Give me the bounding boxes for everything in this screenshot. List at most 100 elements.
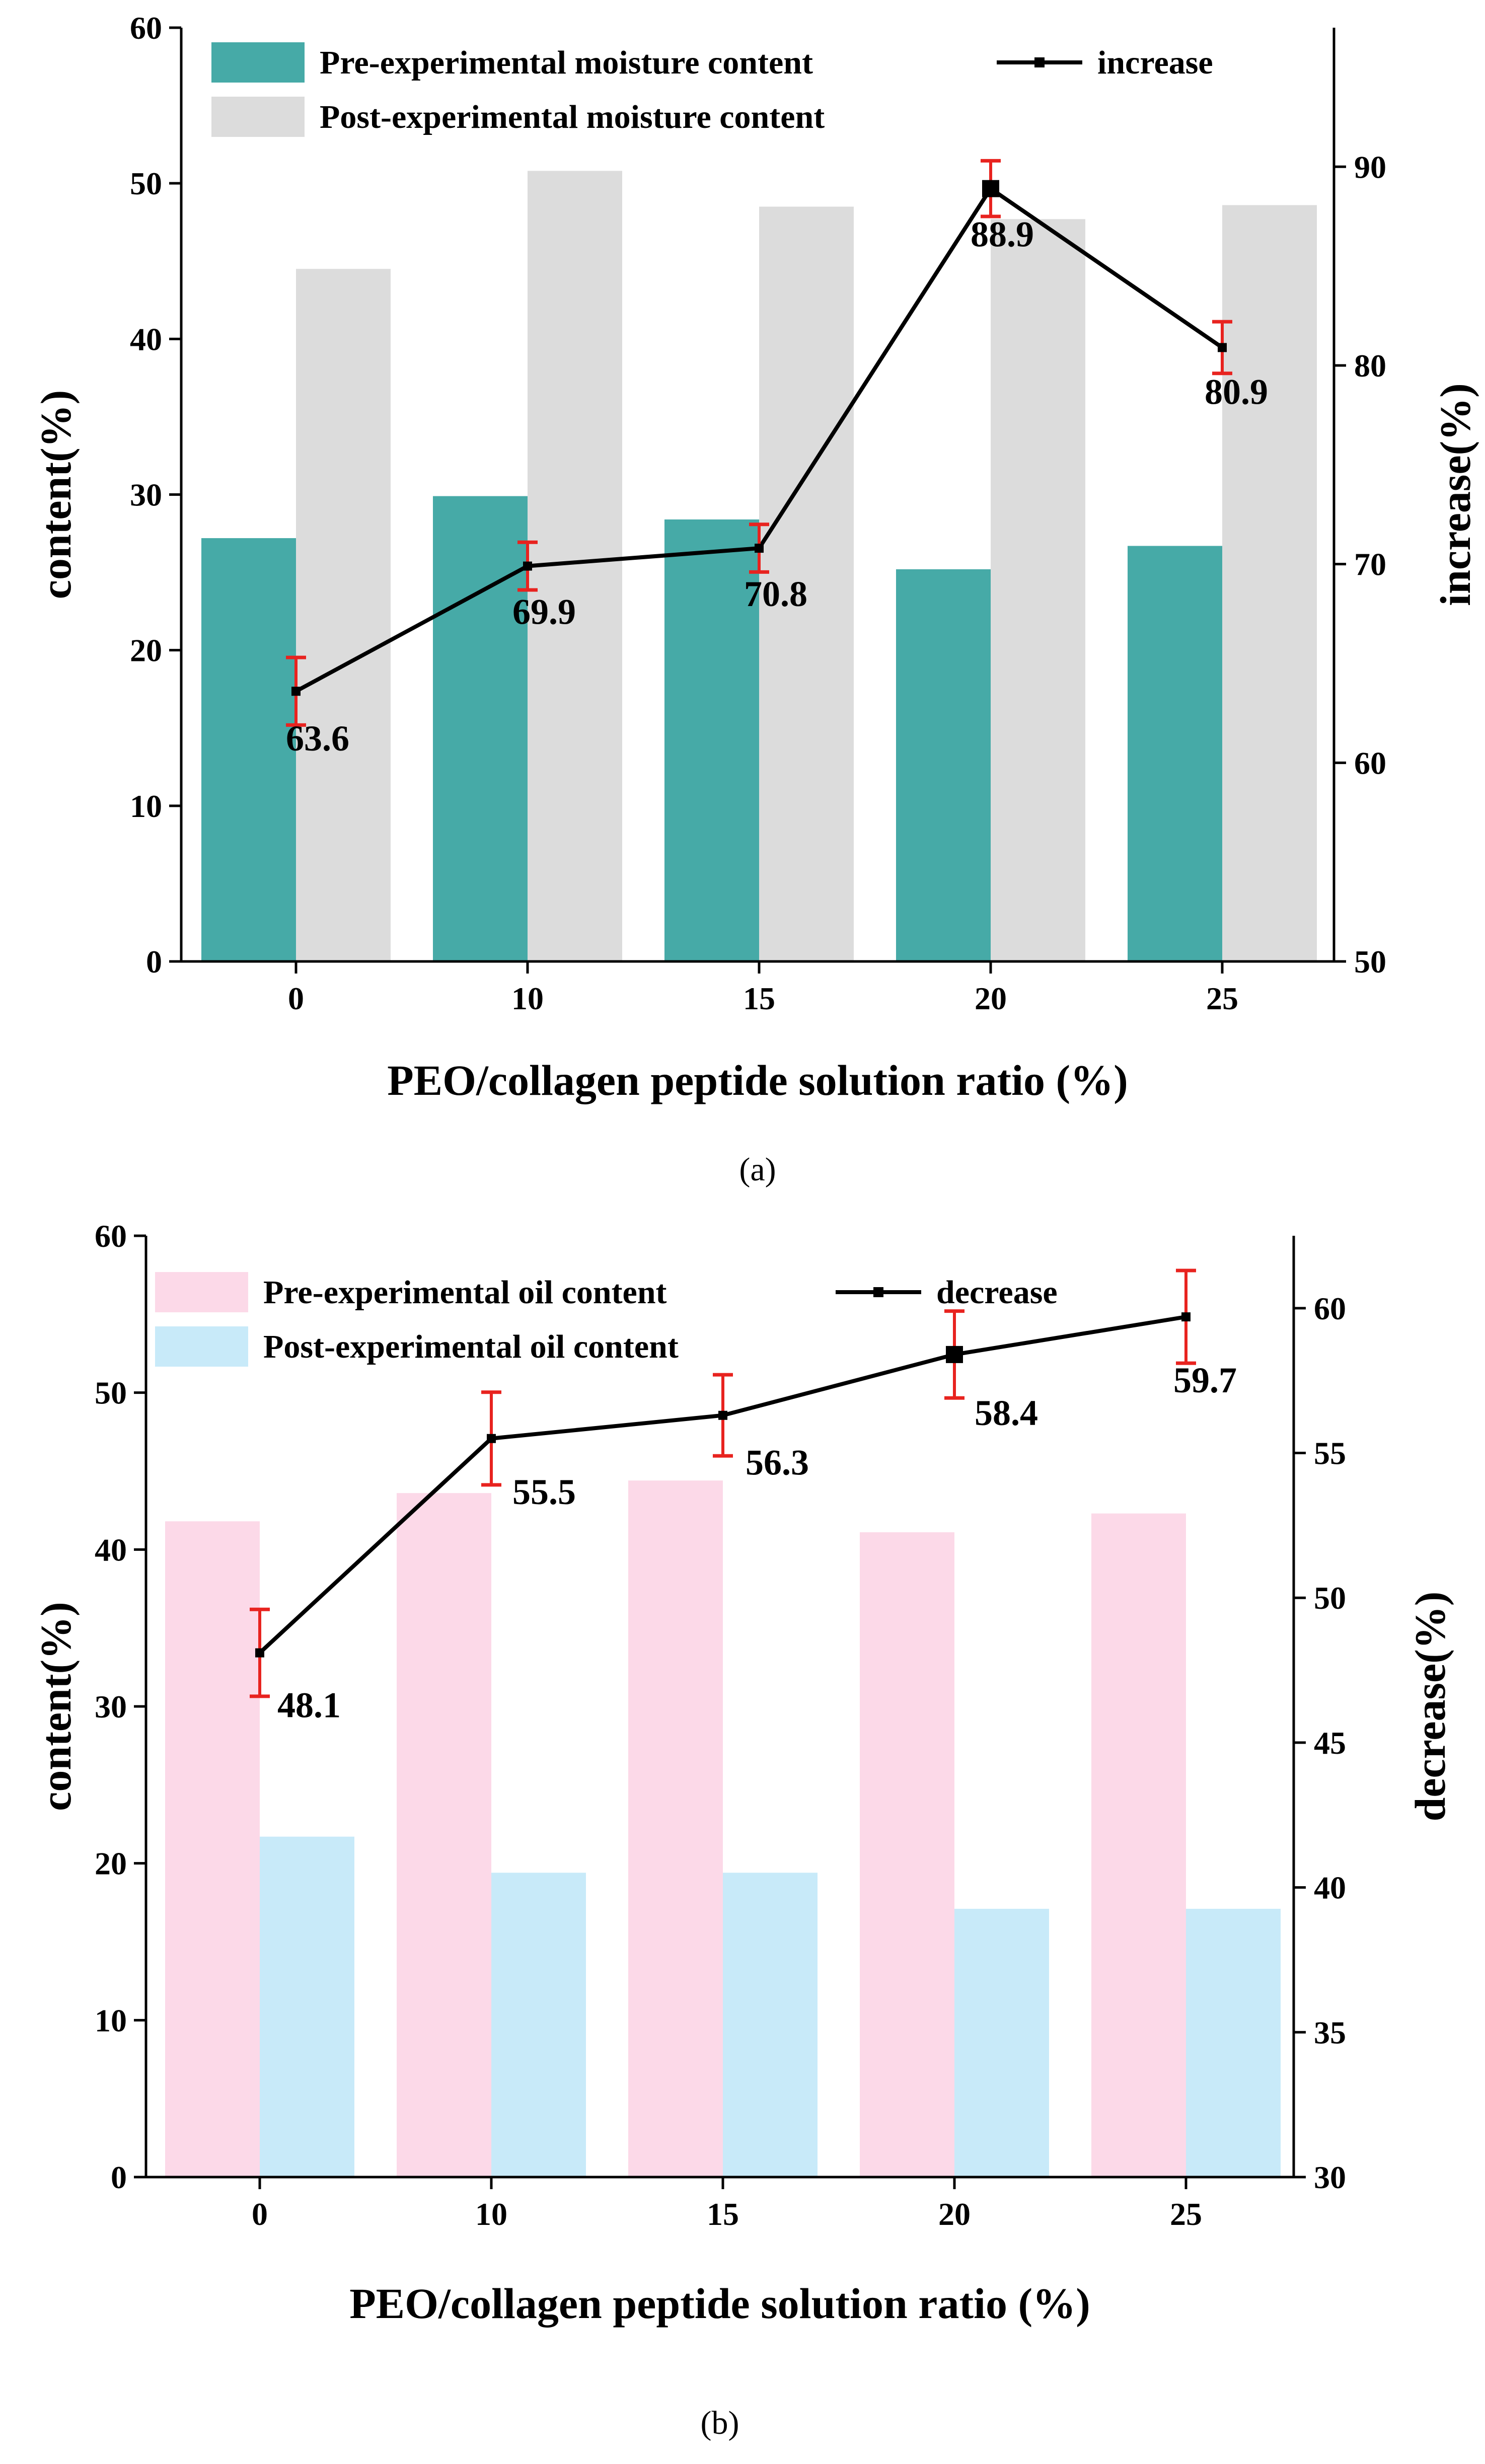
x-tick-label: 15	[707, 2196, 739, 2232]
bar-pre-0	[201, 538, 296, 961]
y-tick-label-right: 30	[1314, 2159, 1346, 2195]
line-point-20	[982, 180, 999, 197]
x-tick-label: 15	[743, 981, 775, 1016]
legend-label-pre: Pre-experimental moisture content	[320, 44, 813, 81]
data-label: 63.6	[286, 718, 349, 759]
bar-pre-10	[397, 1493, 491, 2177]
line-point-25	[1181, 1312, 1191, 1322]
y-tick-label-left: 0	[146, 944, 162, 980]
chart-panel-b: 0 10 20 30 40 50 60 30 35 40 45 50 55 60 0 10 15 20 25 PEO/…	[32, 1218, 1454, 2441]
y-tick-label-left: 10	[130, 788, 162, 824]
data-label: 69.9	[512, 592, 576, 632]
line-point-10	[487, 1434, 496, 1443]
y-tick-label-left: 30	[130, 477, 162, 513]
data-label: 56.3	[746, 1443, 809, 1483]
bar-pre-15	[664, 519, 759, 961]
x-tick-label: 10	[511, 981, 544, 1016]
bar-pre-25	[1091, 1513, 1186, 2177]
y-tick-label-left: 20	[130, 633, 162, 668]
legend-label-post: Post-experimental oil content	[263, 1328, 679, 1365]
data-label: 58.4	[975, 1393, 1038, 1433]
bar-post-20	[954, 1909, 1049, 2177]
y-axis-title-right: decrease(%)	[1406, 1592, 1454, 1822]
legend: Pre-experimental moisture content Post-ex…	[211, 42, 1213, 137]
y-tick-label-left: 60	[95, 1218, 127, 1254]
y-axis-title-right: increase(%)	[1431, 383, 1479, 606]
y-tick-label-right: 60	[1314, 1291, 1346, 1326]
x-tick-label: 10	[475, 2196, 507, 2232]
y-tick-label-right: 50	[1314, 1580, 1346, 1616]
bar-post-25	[1186, 1909, 1281, 2177]
data-label: 48.1	[277, 1685, 341, 1726]
y-tick-label-right: 90	[1354, 149, 1386, 185]
x-tick-label: 0	[252, 2196, 268, 2232]
y-tick-label-left: 20	[95, 1846, 127, 1882]
line-point-15	[755, 544, 764, 553]
data-label: 55.5	[512, 1472, 576, 1512]
data-label: 59.7	[1173, 1360, 1237, 1400]
x-axis-title: PEO/collagen peptide solution ratio (%)	[387, 1056, 1128, 1104]
line-point-0	[291, 687, 301, 696]
legend-line-marker	[873, 1287, 883, 1297]
legend-label-post: Post-experimental moisture content	[320, 99, 825, 135]
x-axis-title: PEO/collagen peptide solution ratio (%)	[349, 2279, 1090, 2328]
legend-swatch-post	[211, 97, 305, 137]
y-tick-label-left: 30	[95, 1689, 127, 1725]
line-point-20	[946, 1346, 963, 1363]
bar-post-20	[991, 219, 1085, 961]
bar-post-0	[296, 269, 391, 962]
y-tick-label-left: 40	[95, 1532, 127, 1567]
y-tick-label-right: 35	[1314, 2014, 1346, 2050]
bar-post-10	[491, 1873, 586, 2177]
y-tick-label-left: 50	[95, 1375, 127, 1411]
bar-pre-25	[1128, 546, 1222, 961]
legend-label-line: increase	[1097, 44, 1213, 81]
data-label: 70.8	[744, 574, 807, 614]
legend-label-pre: Pre-experimental oil content	[263, 1274, 667, 1311]
line-point-15	[718, 1410, 727, 1420]
x-tick-label: 0	[288, 981, 304, 1016]
y-tick-label-right: 70	[1354, 547, 1386, 582]
y-tick-label-left: 0	[111, 2159, 127, 2195]
chart-panel-a: 0 10 20 30 40 50 60 50 60 70 80 90 0 10 15 20 25 PEO/coll…	[32, 10, 1479, 1188]
bar-post-15	[759, 206, 854, 962]
legend-swatch-pre	[211, 42, 305, 83]
line-point-10	[523, 561, 532, 571]
legend-label-line: decrease	[936, 1274, 1058, 1311]
y-axis-title-left: content(%)	[32, 390, 80, 600]
legend: Pre-experimental oil content Post-experim…	[155, 1272, 1058, 1367]
bar-pre-20	[896, 569, 991, 961]
y-tick-label-right: 50	[1354, 944, 1386, 980]
y-tick-label-left: 40	[130, 321, 162, 357]
bar-post-0	[260, 1836, 354, 2177]
legend-swatch-pre	[155, 1272, 248, 1312]
x-tick-label: 20	[975, 981, 1007, 1016]
y-tick-label-right: 55	[1314, 1436, 1346, 1471]
y-tick-label-right: 60	[1354, 745, 1386, 781]
bar-pre-10	[433, 496, 528, 961]
x-tick-label: 25	[1206, 981, 1238, 1016]
y-tick-label-left: 60	[130, 10, 162, 46]
legend-line-marker	[1034, 57, 1045, 67]
panel-label: (a)	[739, 1151, 776, 1188]
bar-pre-15	[628, 1480, 723, 2177]
line-point-25	[1218, 343, 1227, 352]
line-point-0	[255, 1648, 264, 1658]
bar-post-15	[723, 1873, 818, 2177]
x-tick-label: 25	[1170, 2196, 1202, 2232]
y-tick-label-right: 40	[1314, 1870, 1346, 1906]
data-label: 88.9	[971, 214, 1034, 255]
bar-pre-0	[165, 1521, 260, 2177]
data-label: 80.9	[1205, 371, 1268, 412]
panel-label: (b)	[701, 2405, 739, 2441]
bar-post-25	[1222, 205, 1317, 962]
y-tick-label-right: 80	[1354, 348, 1386, 384]
bar-pre-20	[860, 1532, 954, 2177]
y-tick-label-right: 45	[1314, 1725, 1346, 1761]
legend-swatch-post	[155, 1326, 248, 1367]
y-axis-title-left: content(%)	[32, 1602, 80, 1811]
y-tick-label-left: 50	[130, 166, 162, 201]
y-tick-label-left: 10	[95, 2002, 127, 2038]
x-tick-label: 20	[938, 2196, 971, 2232]
